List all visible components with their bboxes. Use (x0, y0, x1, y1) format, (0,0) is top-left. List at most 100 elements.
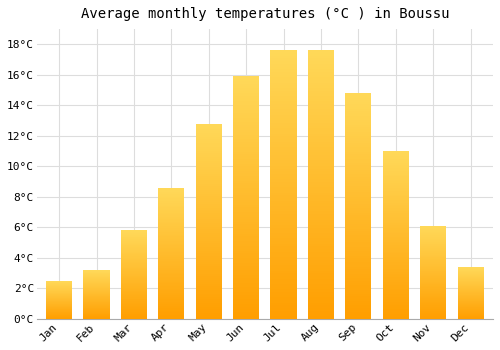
Bar (420, 235, 446, 236)
Bar (346, 314, 372, 317)
Bar (458, 305, 483, 306)
Bar (196, 315, 222, 317)
Bar (196, 264, 222, 266)
Bar (458, 267, 483, 268)
Bar (233, 173, 260, 176)
Bar (308, 228, 334, 230)
Bar (46, 318, 72, 319)
Bar (84, 285, 110, 286)
Bar (308, 254, 334, 257)
Bar (196, 286, 222, 288)
Bar (158, 192, 184, 193)
Bar (158, 298, 184, 299)
Bar (158, 211, 184, 213)
Bar (84, 317, 110, 318)
Bar (420, 310, 446, 312)
Bar (346, 122, 372, 125)
Bar (196, 311, 222, 313)
Bar (382, 235, 409, 237)
Bar (158, 227, 184, 228)
Bar (121, 272, 147, 273)
Bar (121, 236, 147, 237)
Bar (382, 316, 409, 317)
Bar (121, 305, 147, 306)
Bar (346, 265, 372, 267)
Bar (270, 190, 296, 193)
Bar (158, 230, 184, 231)
Bar (46, 318, 72, 319)
Bar (196, 257, 222, 258)
Bar (158, 289, 184, 290)
Bar (420, 295, 446, 296)
Bar (158, 206, 184, 208)
Bar (308, 150, 334, 153)
Bar (308, 298, 334, 300)
Bar (233, 76, 260, 79)
Bar (270, 110, 296, 112)
Bar (270, 203, 296, 206)
Bar (270, 153, 296, 155)
Bar (382, 200, 409, 202)
Bar (46, 288, 72, 289)
Bar (233, 152, 260, 154)
Bar (270, 72, 296, 75)
Bar (233, 295, 260, 297)
Bar (158, 215, 184, 217)
Bar (196, 184, 222, 186)
Bar (121, 247, 147, 248)
Bar (196, 303, 222, 305)
Bar (196, 223, 222, 225)
Bar (420, 267, 446, 268)
Bar (270, 262, 296, 265)
Bar (121, 255, 147, 256)
Bar (158, 308, 184, 310)
Bar (233, 98, 260, 100)
Bar (420, 309, 446, 310)
Bar (84, 310, 110, 311)
Bar (308, 306, 334, 308)
Bar (46, 291, 72, 292)
Bar (270, 289, 296, 292)
Bar (233, 154, 260, 156)
Bar (46, 299, 72, 300)
Bar (121, 280, 147, 281)
Bar (233, 132, 260, 134)
Bar (158, 314, 184, 315)
Bar (382, 259, 409, 260)
Bar (420, 284, 446, 285)
Bar (346, 104, 372, 107)
Bar (233, 241, 260, 244)
Bar (458, 279, 483, 280)
Bar (158, 188, 184, 189)
Bar (233, 229, 260, 232)
Bar (121, 286, 147, 287)
Bar (346, 289, 372, 292)
Bar (270, 102, 296, 104)
Bar (84, 293, 110, 294)
Bar (420, 278, 446, 279)
Bar (196, 248, 222, 251)
Bar (158, 231, 184, 232)
Bar (121, 244, 147, 245)
Bar (382, 180, 409, 181)
Bar (420, 258, 446, 259)
Bar (270, 219, 296, 222)
Bar (458, 270, 483, 271)
Bar (308, 185, 334, 187)
Bar (420, 290, 446, 291)
Bar (121, 292, 147, 293)
Bar (233, 100, 260, 103)
Bar (308, 69, 334, 72)
Bar (158, 307, 184, 308)
Bar (420, 294, 446, 295)
Bar (308, 217, 334, 219)
Bar (46, 287, 72, 288)
Bar (158, 270, 184, 272)
Bar (270, 238, 296, 241)
Bar (84, 303, 110, 304)
Bar (233, 304, 260, 307)
Bar (382, 270, 409, 272)
Bar (121, 248, 147, 249)
Bar (270, 303, 296, 306)
Bar (233, 125, 260, 127)
